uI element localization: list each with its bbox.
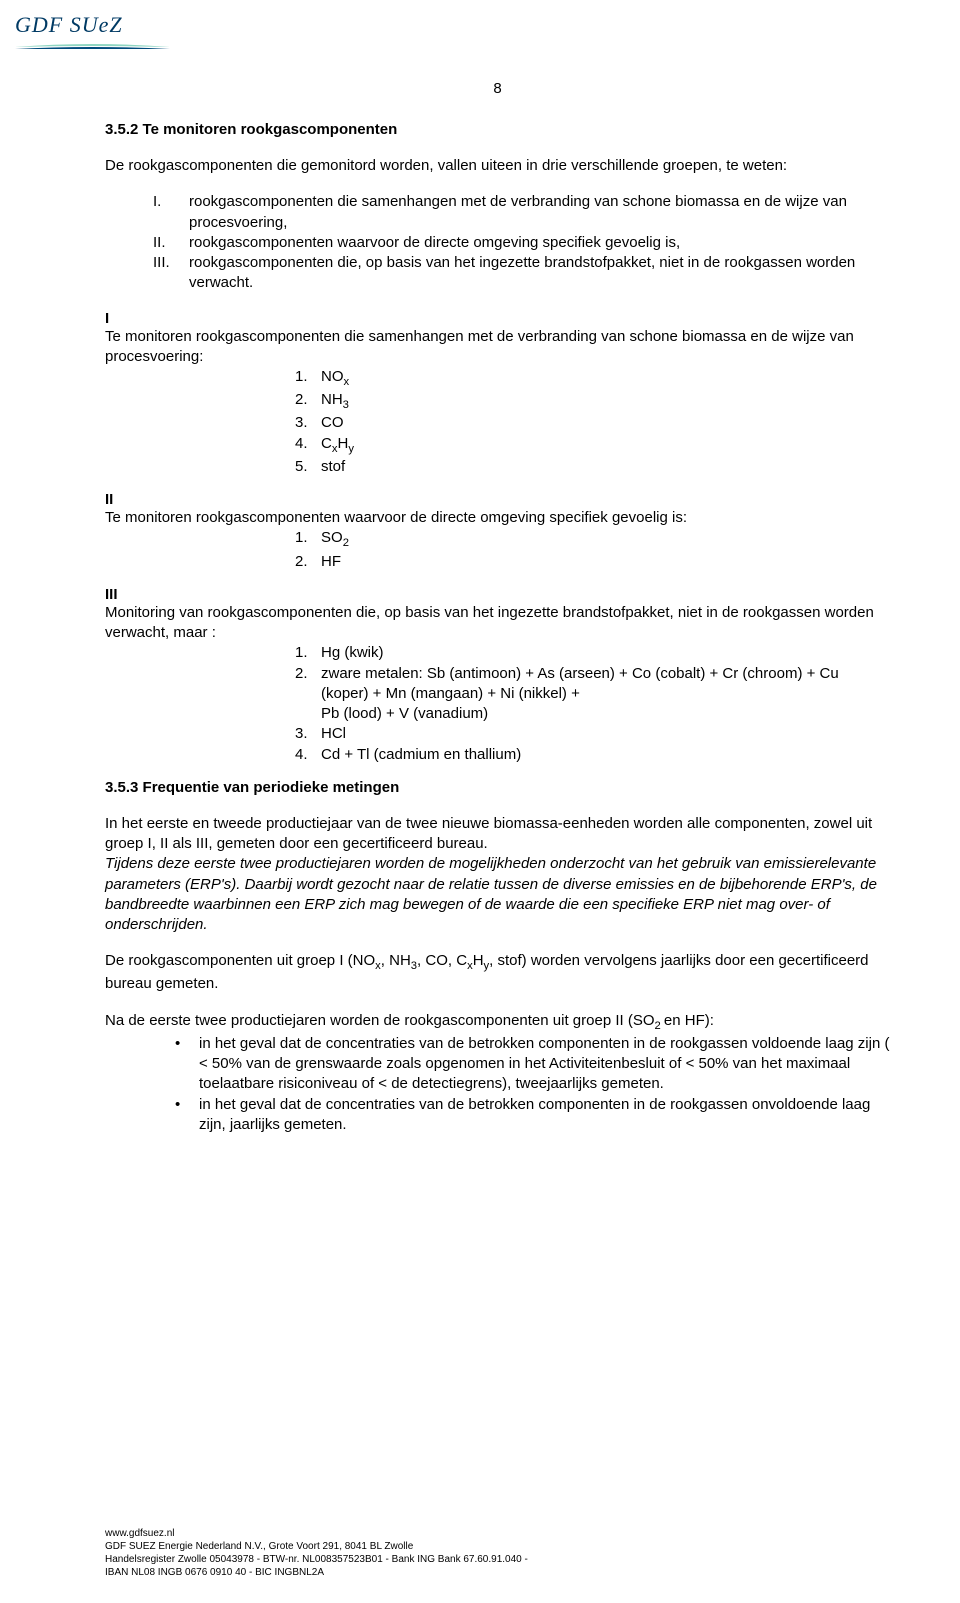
brand-swoosh-icon	[15, 43, 170, 51]
para-353d: Na de eerste twee productiejaren worden …	[105, 1011, 890, 1034]
block-label-III: III	[105, 586, 890, 603]
enum-list-II: 1.SO2 2.HF	[295, 528, 890, 571]
list-item: 1.NOx	[295, 367, 890, 390]
heading-353: 3.5.3 Frequentie van periodieke metingen	[105, 779, 890, 796]
para-353b: Tijdens deze eerste twee productiejaren …	[105, 854, 890, 935]
block-label-I: I	[105, 310, 890, 327]
list-item: 1.Hg (kwik)	[295, 643, 890, 663]
block-label-II: II	[105, 491, 890, 508]
footer-url: www.gdfsuez.nl	[105, 1527, 528, 1540]
page-number: 8	[105, 80, 890, 97]
list-item: III. rookgascomponenten die, op basis va…	[153, 253, 890, 294]
block-I-text: Te monitoren rookgascomponenten die same…	[105, 327, 890, 368]
enum-list-I: 1.NOx 2.NH3 3.CO 4.CxHy 5.stof	[295, 367, 890, 477]
list-item: 4.CxHy	[295, 434, 890, 457]
bullet-text: in het geval dat de concentraties van de…	[199, 1095, 890, 1136]
para-353c: De rookgascomponenten uit groep I (NOx, …	[105, 951, 890, 994]
list-item: 2.NH3	[295, 390, 890, 413]
list-item: 3.HCl	[295, 724, 890, 744]
list-item: 4.Cd + Tl (cadmium en thallium)	[295, 745, 890, 765]
list-item: • in het geval dat de concentraties van …	[175, 1095, 890, 1136]
roman-text: rookgascomponenten die samenhangen met d…	[189, 192, 890, 233]
roman-num: III.	[153, 253, 189, 294]
block-III-text: Monitoring van rookgascomponenten die, o…	[105, 603, 890, 644]
bullet-list: • in het geval dat de concentraties van …	[175, 1034, 890, 1135]
list-item: • in het geval dat de concentraties van …	[175, 1034, 890, 1095]
roman-num: I.	[153, 192, 189, 233]
heading-352: 3.5.2 Te monitoren rookgascomponenten	[105, 121, 890, 138]
roman-list: I. rookgascomponenten die samenhangen me…	[153, 192, 890, 293]
footer-line: Handelsregister Zwolle 05043978 - BTW-nr…	[105, 1553, 528, 1566]
bullet-text: in het geval dat de concentraties van de…	[199, 1034, 890, 1095]
list-item: I. rookgascomponenten die samenhangen me…	[153, 192, 890, 233]
roman-num: II.	[153, 233, 189, 253]
enum-list-III: 1.Hg (kwik) 2.zware metalen: Sb (antimoo…	[295, 643, 890, 765]
bullet-icon: •	[175, 1095, 199, 1136]
list-item: 1.SO2	[295, 528, 890, 551]
list-item: 2.zware metalen: Sb (antimoon) + As (ars…	[295, 664, 890, 705]
intro-paragraph: De rookgascomponenten die gemonitord wor…	[105, 156, 890, 176]
list-item: II. rookgascomponenten waarvoor de direc…	[153, 233, 890, 253]
brand-text: GDF SUeZ	[15, 12, 170, 38]
para-353a: In het eerste en tweede productiejaar va…	[105, 814, 890, 855]
list-item: 3.CO	[295, 413, 890, 433]
bullet-icon: •	[175, 1034, 199, 1095]
page-footer: www.gdfsuez.nl GDF SUEZ Energie Nederlan…	[105, 1527, 528, 1579]
footer-line: IBAN NL08 INGB 0676 0910 40 - BIC INGBNL…	[105, 1566, 528, 1579]
footer-line: GDF SUEZ Energie Nederland N.V., Grote V…	[105, 1540, 528, 1553]
list-item-cont: Pb (lood) + V (vanadium)	[295, 704, 890, 724]
block-II-text: Te monitoren rookgascomponenten waarvoor…	[105, 508, 890, 528]
roman-text: rookgascomponenten die, op basis van het…	[189, 253, 890, 294]
roman-text: rookgascomponenten waarvoor de directe o…	[189, 233, 680, 253]
list-item: 2.HF	[295, 552, 890, 572]
list-item: 5.stof	[295, 457, 890, 477]
brand-logo: GDF SUeZ	[15, 12, 170, 56]
